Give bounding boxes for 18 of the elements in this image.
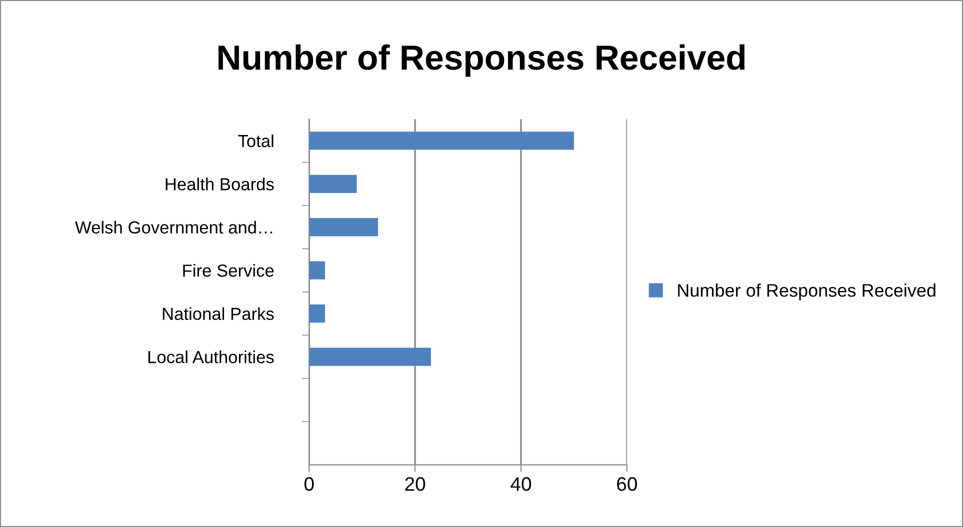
legend-label: Number of Responses Received	[678, 284, 936, 300]
bar	[309, 132, 574, 150]
x-tick-label: 20	[405, 477, 426, 491]
x-tick-label: 0	[304, 477, 314, 491]
bar	[309, 348, 431, 366]
x-tick-label: 60	[617, 477, 637, 491]
bar	[309, 261, 326, 280]
bar	[309, 174, 357, 193]
x-tick-label: 40	[510, 477, 532, 491]
bar	[309, 304, 326, 323]
y-tick-label: Local Authorities	[148, 350, 274, 364]
y-tick-label: Total	[238, 134, 274, 148]
y-tick-label: National Parks	[162, 307, 274, 320]
y-tick-label: Welsh Government and…	[75, 220, 272, 234]
bar	[309, 218, 378, 236]
y-tick-label: Health Boards	[166, 178, 274, 190]
y-tick-label: Fire Service	[183, 264, 274, 277]
chart-title: Number of Responses Received	[218, 44, 745, 77]
